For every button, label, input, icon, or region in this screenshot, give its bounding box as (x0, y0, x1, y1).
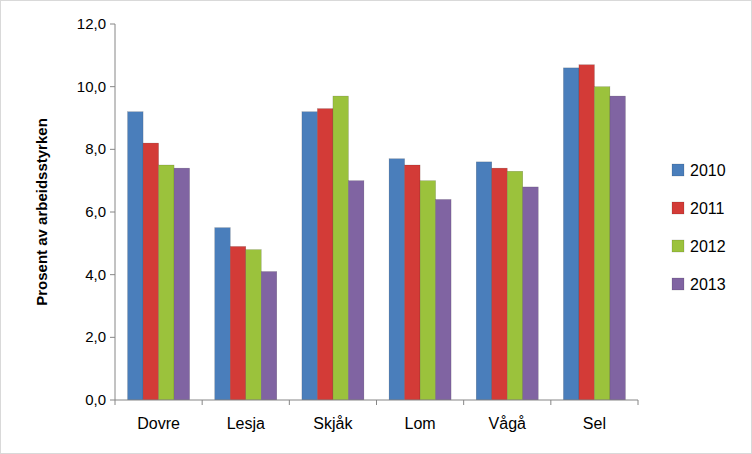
bar (476, 162, 492, 400)
y-tick-label: 2,0 (85, 328, 106, 345)
bar (302, 112, 318, 400)
bar (610, 96, 626, 400)
legend-label: 2012 (690, 238, 726, 255)
y-tick-label: 8,0 (85, 140, 106, 157)
y-tick-label: 12,0 (77, 15, 106, 32)
y-tick-label: 4,0 (85, 266, 106, 283)
bar (215, 228, 231, 400)
bar (436, 199, 452, 400)
bar (333, 96, 349, 400)
x-tick-label: Lom (405, 415, 436, 432)
bar (159, 165, 175, 400)
x-tick (115, 400, 116, 405)
legend-label: 2013 (690, 276, 726, 293)
x-tick-label: Skjåk (313, 415, 353, 432)
legend-swatch (672, 278, 684, 290)
y-tick (110, 400, 115, 401)
x-tick (463, 400, 464, 405)
bar (405, 165, 421, 400)
bar (507, 171, 523, 400)
legend-swatch (672, 202, 684, 214)
x-tick (202, 400, 203, 405)
bar (174, 168, 190, 400)
bar (579, 65, 595, 400)
x-tick (289, 400, 290, 405)
x-tick (638, 400, 639, 405)
x-tick-label: Vågå (489, 415, 526, 432)
bar (230, 246, 246, 400)
y-axis-label: Prosent av arbeidsstyrken (33, 118, 50, 306)
y-tick (110, 86, 115, 87)
y-tick (110, 274, 115, 275)
bar (348, 181, 364, 400)
bar (261, 272, 277, 400)
legend-swatch (672, 164, 684, 176)
y-tick-label: 6,0 (85, 203, 106, 220)
x-tick-label: Lesja (227, 415, 265, 432)
legend-label: 2011 (690, 200, 725, 217)
x-tick (550, 400, 551, 405)
legend-swatch (672, 240, 684, 252)
bar (317, 109, 333, 400)
legend-label: 2010 (690, 162, 726, 179)
bar (523, 187, 539, 400)
bar (389, 159, 405, 400)
bar (492, 168, 508, 400)
bar (420, 181, 436, 400)
bar (563, 68, 579, 400)
y-tick (110, 212, 115, 213)
chart: 0,0 2,0 4,0 6,0 8,0 10,0 12,0 Dovre Lesja Skjåk Lo… (0, 0, 752, 454)
y-tick (110, 149, 115, 150)
x-tick (376, 400, 377, 405)
y-tick (110, 337, 115, 338)
y-tick-label: 10,0 (77, 78, 106, 95)
bar (143, 143, 159, 400)
chart-border (1, 1, 752, 454)
bar (246, 250, 262, 400)
y-tick-label: 0,0 (85, 391, 106, 408)
bars (128, 65, 626, 400)
bar (128, 112, 144, 400)
x-tick-label: Dovre (137, 415, 180, 432)
bar (594, 87, 610, 400)
x-tick-label: Sel (583, 415, 606, 432)
y-tick (110, 24, 115, 25)
